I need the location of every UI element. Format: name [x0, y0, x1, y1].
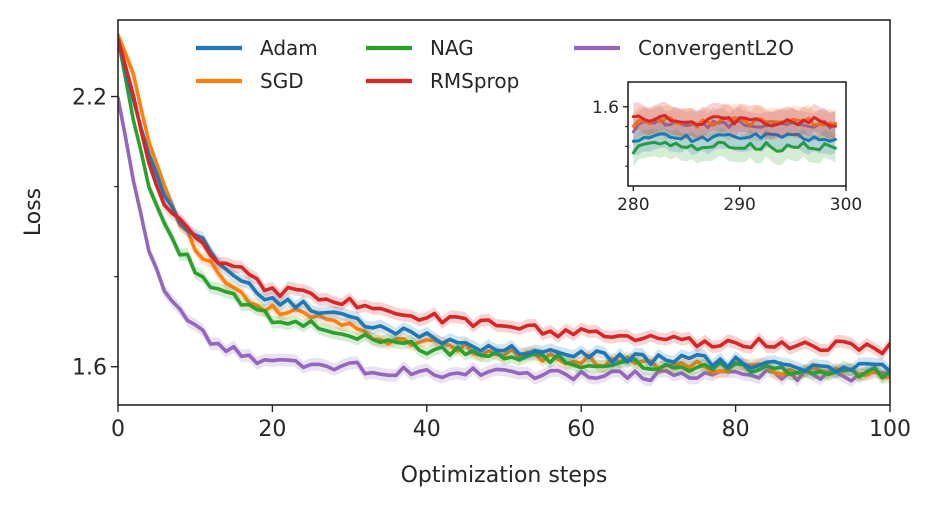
- main-series-group: [118, 28, 890, 388]
- main-x-tick-label: 60: [567, 417, 595, 442]
- main-x-tick-label: 0: [111, 417, 125, 442]
- main-plot: 0 20 40 60 80 100 1.6 2.2 Optimization steps Lo…: [21, 19, 911, 488]
- main-axis-ticks: 0 20 40 60 80 100 1.6 2.2: [72, 85, 911, 442]
- inset-x-tick-label: 300: [830, 195, 862, 215]
- inset-line-convergentl2o: [631, 117, 837, 134]
- legend-label-rmsprop: RMSprop: [430, 69, 519, 93]
- main-line-rmsprop: [118, 37, 890, 356]
- main-line-convergentl2o: [118, 96, 890, 383]
- inset-y-tick-label: 1.6: [592, 98, 619, 118]
- main-line-adam: [118, 37, 890, 374]
- main-line-nag: [118, 36, 890, 380]
- x-axis-label: Optimization steps: [401, 463, 608, 488]
- main-x-tick-label: 20: [258, 417, 286, 442]
- inset-line-nag: [631, 140, 837, 155]
- inset-plot: 280 290 300 1.6: [592, 81, 862, 215]
- main-x-tick-label: 100: [869, 417, 911, 442]
- main-y-tick-label: 1.6: [72, 356, 107, 381]
- main-x-tick-label: 80: [722, 417, 750, 442]
- main-plot-frame: [117, 19, 891, 406]
- inset-axis-ticks: 280 290 300 1.6: [592, 98, 862, 215]
- inset-line-adam: [631, 132, 837, 144]
- inset-band-rmsprop: [633, 101, 836, 141]
- inset-series-group: [631, 101, 837, 167]
- legend-label-nag: NAG: [430, 36, 474, 60]
- inset-x-tick-label: 290: [723, 195, 755, 215]
- main-x-tick-label: 40: [413, 417, 441, 442]
- legend-label-convergentl2o: ConvergentL2O: [638, 36, 794, 60]
- legend: Adam SGD NAG RMSprop ConvergentL2O: [196, 36, 794, 93]
- inset-x-tick-label: 280: [617, 195, 649, 215]
- legend-label-sgd: SGD: [260, 69, 304, 93]
- main-y-tick-label: 2.2: [72, 85, 107, 110]
- inset-line-rmsprop: [631, 114, 837, 128]
- legend-label-adam: Adam: [260, 36, 318, 60]
- y-axis-label: Loss: [21, 188, 46, 236]
- inset-plot-frame: [627, 81, 847, 187]
